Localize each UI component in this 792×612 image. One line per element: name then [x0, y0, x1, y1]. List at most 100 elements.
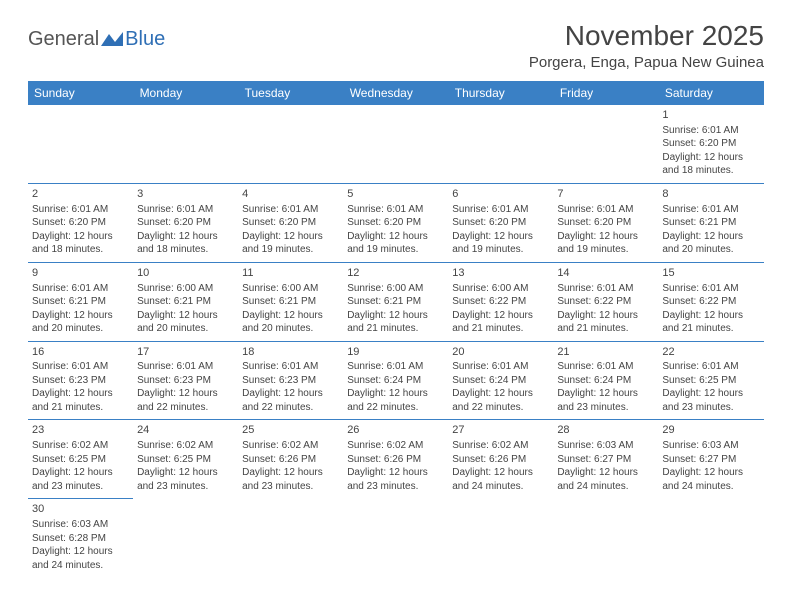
day-number: 5	[347, 187, 444, 202]
title-block: November 2025 Porgera, Enga, Papua New G…	[529, 20, 764, 71]
calendar-row: 1Sunrise: 6:01 AMSunset: 6:20 PMDaylight…	[28, 105, 764, 183]
sunset-text: Sunset: 6:22 PM	[452, 295, 549, 309]
sunset-text: Sunset: 6:23 PM	[32, 374, 129, 388]
daylight2-text: and 24 minutes.	[452, 480, 549, 494]
daylight2-text: and 20 minutes.	[137, 322, 234, 336]
day-header: Sunday	[28, 81, 133, 105]
day-number: 29	[662, 423, 759, 438]
calendar-cell: 26Sunrise: 6:02 AMSunset: 6:26 PMDayligh…	[343, 420, 448, 499]
daylight2-text: and 19 minutes.	[242, 243, 339, 257]
daylight1-text: Daylight: 12 hours	[452, 230, 549, 244]
day-header: Monday	[133, 81, 238, 105]
day-number: 16	[32, 345, 129, 360]
daylight2-text: and 19 minutes.	[557, 243, 654, 257]
daylight1-text: Daylight: 12 hours	[347, 230, 444, 244]
day-number: 6	[452, 187, 549, 202]
day-number: 4	[242, 187, 339, 202]
calendar-table: Sunday Monday Tuesday Wednesday Thursday…	[28, 81, 764, 577]
calendar-cell: 21Sunrise: 6:01 AMSunset: 6:24 PMDayligh…	[553, 341, 658, 420]
sunset-text: Sunset: 6:20 PM	[242, 216, 339, 230]
calendar-cell: 28Sunrise: 6:03 AMSunset: 6:27 PMDayligh…	[553, 420, 658, 499]
day-number: 30	[32, 502, 129, 517]
sunset-text: Sunset: 6:21 PM	[662, 216, 759, 230]
daylight1-text: Daylight: 12 hours	[557, 230, 654, 244]
daylight1-text: Daylight: 12 hours	[137, 230, 234, 244]
calendar-cell: 22Sunrise: 6:01 AMSunset: 6:25 PMDayligh…	[658, 341, 763, 420]
location: Porgera, Enga, Papua New Guinea	[529, 54, 764, 71]
sunrise-text: Sunrise: 6:01 AM	[662, 360, 759, 374]
calendar-cell: 20Sunrise: 6:01 AMSunset: 6:24 PMDayligh…	[448, 341, 553, 420]
calendar-page: General Blue November 2025 Porgera, Enga…	[0, 0, 792, 597]
daylight1-text: Daylight: 12 hours	[32, 545, 129, 559]
calendar-cell: 9Sunrise: 6:01 AMSunset: 6:21 PMDaylight…	[28, 262, 133, 341]
daylight1-text: Daylight: 12 hours	[662, 151, 759, 165]
sunset-text: Sunset: 6:28 PM	[32, 532, 129, 546]
calendar-cell	[28, 105, 133, 183]
day-number: 15	[662, 266, 759, 281]
daylight1-text: Daylight: 12 hours	[32, 230, 129, 244]
sunset-text: Sunset: 6:27 PM	[557, 453, 654, 467]
daylight2-text: and 23 minutes.	[32, 480, 129, 494]
calendar-cell: 3Sunrise: 6:01 AMSunset: 6:20 PMDaylight…	[133, 183, 238, 262]
sunrise-text: Sunrise: 6:01 AM	[557, 360, 654, 374]
sunrise-text: Sunrise: 6:01 AM	[557, 203, 654, 217]
sunset-text: Sunset: 6:24 PM	[452, 374, 549, 388]
day-number: 13	[452, 266, 549, 281]
calendar-cell: 29Sunrise: 6:03 AMSunset: 6:27 PMDayligh…	[658, 420, 763, 499]
sunset-text: Sunset: 6:21 PM	[242, 295, 339, 309]
sunrise-text: Sunrise: 6:01 AM	[452, 203, 549, 217]
sunset-text: Sunset: 6:20 PM	[32, 216, 129, 230]
daylight1-text: Daylight: 12 hours	[347, 466, 444, 480]
daylight2-text: and 18 minutes.	[137, 243, 234, 257]
daylight1-text: Daylight: 12 hours	[557, 387, 654, 401]
day-number: 2	[32, 187, 129, 202]
daylight2-text: and 23 minutes.	[662, 401, 759, 415]
daylight1-text: Daylight: 12 hours	[662, 230, 759, 244]
sunrise-text: Sunrise: 6:01 AM	[137, 203, 234, 217]
sunrise-text: Sunrise: 6:01 AM	[32, 203, 129, 217]
sunrise-text: Sunrise: 6:00 AM	[137, 282, 234, 296]
sunset-text: Sunset: 6:20 PM	[662, 137, 759, 151]
calendar-cell	[553, 499, 658, 577]
day-header-row: Sunday Monday Tuesday Wednesday Thursday…	[28, 81, 764, 105]
sunrise-text: Sunrise: 6:03 AM	[662, 439, 759, 453]
day-number: 21	[557, 345, 654, 360]
daylight1-text: Daylight: 12 hours	[452, 466, 549, 480]
calendar-cell	[658, 499, 763, 577]
day-number: 7	[557, 187, 654, 202]
calendar-cell: 30Sunrise: 6:03 AMSunset: 6:28 PMDayligh…	[28, 499, 133, 577]
daylight1-text: Daylight: 12 hours	[557, 466, 654, 480]
logo-text-blue: Blue	[125, 28, 165, 51]
calendar-cell: 2Sunrise: 6:01 AMSunset: 6:20 PMDaylight…	[28, 183, 133, 262]
sunset-text: Sunset: 6:22 PM	[557, 295, 654, 309]
sunrise-text: Sunrise: 6:01 AM	[32, 360, 129, 374]
sunset-text: Sunset: 6:25 PM	[137, 453, 234, 467]
day-number: 18	[242, 345, 339, 360]
calendar-row: 23Sunrise: 6:02 AMSunset: 6:25 PMDayligh…	[28, 420, 764, 499]
daylight1-text: Daylight: 12 hours	[242, 466, 339, 480]
day-number: 24	[137, 423, 234, 438]
daylight2-text: and 21 minutes.	[557, 322, 654, 336]
sunset-text: Sunset: 6:20 PM	[452, 216, 549, 230]
daylight1-text: Daylight: 12 hours	[662, 387, 759, 401]
daylight1-text: Daylight: 12 hours	[242, 387, 339, 401]
daylight2-text: and 22 minutes.	[137, 401, 234, 415]
daylight2-text: and 20 minutes.	[32, 322, 129, 336]
daylight1-text: Daylight: 12 hours	[662, 309, 759, 323]
sunrise-text: Sunrise: 6:01 AM	[347, 203, 444, 217]
sunrise-text: Sunrise: 6:03 AM	[32, 518, 129, 532]
day-number: 25	[242, 423, 339, 438]
calendar-row: 9Sunrise: 6:01 AMSunset: 6:21 PMDaylight…	[28, 262, 764, 341]
sunset-text: Sunset: 6:25 PM	[662, 374, 759, 388]
daylight1-text: Daylight: 12 hours	[242, 230, 339, 244]
day-number: 28	[557, 423, 654, 438]
sunset-text: Sunset: 6:26 PM	[347, 453, 444, 467]
day-number: 11	[242, 266, 339, 281]
sunrise-text: Sunrise: 6:01 AM	[347, 360, 444, 374]
logo: General Blue	[28, 20, 165, 51]
calendar-cell: 15Sunrise: 6:01 AMSunset: 6:22 PMDayligh…	[658, 262, 763, 341]
daylight1-text: Daylight: 12 hours	[347, 309, 444, 323]
sunset-text: Sunset: 6:23 PM	[242, 374, 339, 388]
daylight2-text: and 22 minutes.	[242, 401, 339, 415]
sunrise-text: Sunrise: 6:00 AM	[347, 282, 444, 296]
